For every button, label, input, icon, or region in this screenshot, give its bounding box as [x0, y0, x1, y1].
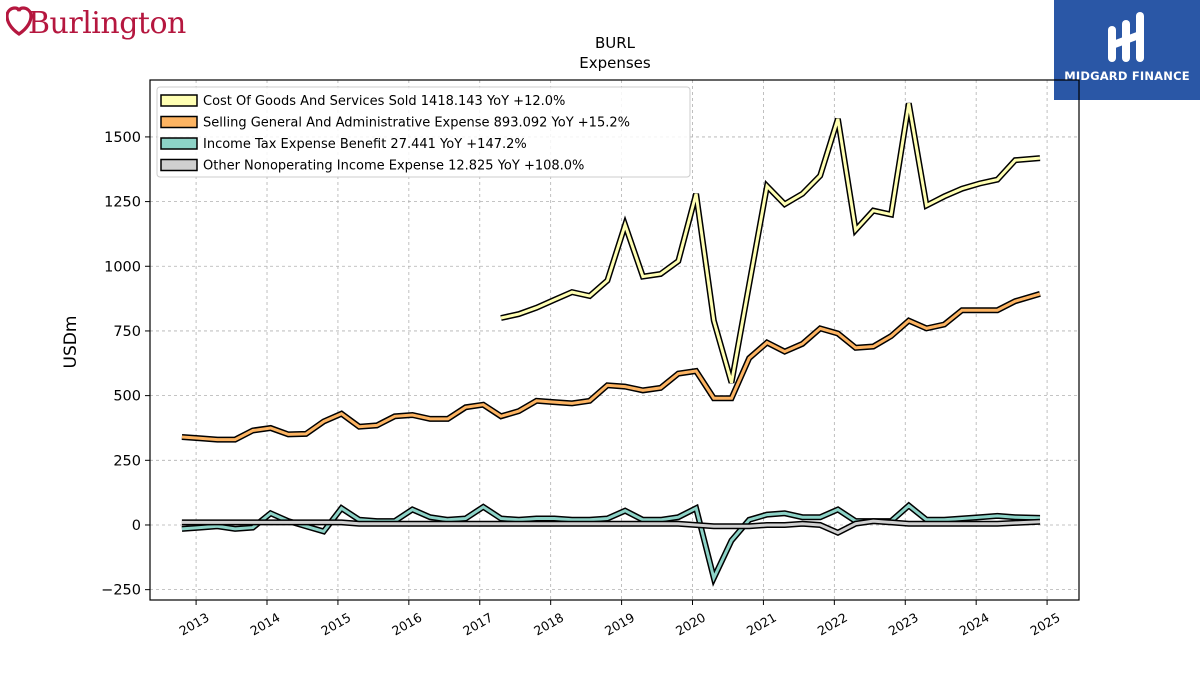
- series-line-selling-general-and-administrative-expense: [181, 292, 1041, 442]
- legend: Cost Of Goods And Services Sold 1418.143…: [156, 86, 691, 178]
- legend-label: Cost Of Goods And Services Sold 1418.143…: [203, 94, 565, 109]
- legend-swatch: [160, 115, 198, 129]
- burlington-logo: Burlington: [5, 4, 186, 48]
- y-tick-label: 750: [113, 324, 141, 340]
- x-tick-label: 2013: [177, 610, 212, 639]
- x-tick-label: 2022: [815, 610, 850, 639]
- y-tick-label: 500: [113, 389, 141, 405]
- y-tick-label: 1500: [104, 130, 141, 146]
- legend-swatch: [160, 137, 198, 150]
- legend-label: Income Tax Expense Benefit 27.441 YoY +1…: [203, 137, 527, 152]
- x-tick-label: 2019: [602, 610, 637, 639]
- x-axis: 2013 2014 2015 2016 2017 2018 2019 2020 2021 2022…: [177, 600, 1063, 639]
- burlington-wordmark: Burlington: [28, 6, 186, 41]
- y-axis: −250 0 250 500 750 1000 1250 1500: [101, 130, 150, 599]
- series-layer: [181, 102, 1041, 587]
- series-line-cost-of-goods-and-services-sold: [500, 103, 1041, 384]
- x-tick-label: 2017: [460, 610, 495, 639]
- midgard-mark-icon: [1108, 12, 1144, 62]
- x-tick-label: 2018: [531, 610, 566, 639]
- y-axis-label: USDm: [61, 316, 81, 369]
- y-tick-label: 250: [113, 453, 141, 469]
- midgard-wordmark: MIDGARD FINANCE: [1064, 69, 1190, 83]
- x-tick-label: 2024: [957, 610, 992, 639]
- legend-label: Other Nonoperating Income Expense 12.825…: [203, 159, 584, 174]
- x-tick-label: 2023: [886, 610, 921, 639]
- series-line-other-nonoperating-income-expense: [181, 519, 1041, 535]
- x-tick-label: 2020: [673, 610, 708, 639]
- midgard-finance-logo: MIDGARD FINANCE: [1054, 0, 1200, 100]
- y-tick-label: 1000: [104, 259, 141, 275]
- chart-subtitle: Expenses: [579, 54, 651, 72]
- chart-title: BURL: [595, 34, 636, 52]
- x-tick-label: 2015: [318, 610, 353, 639]
- x-tick-label: 2021: [744, 610, 779, 639]
- burlington-heart-mark: [5, 6, 33, 36]
- y-tick-label: 0: [132, 518, 141, 534]
- legend-swatch: [160, 158, 198, 172]
- series-line-income-tax-expense-benefit: [181, 503, 1041, 583]
- series-outline-selling-general-and-administrative-expense: [181, 291, 1041, 443]
- x-tick-label: 2014: [247, 610, 282, 639]
- x-tick-label: 2025: [1028, 610, 1063, 639]
- legend-label: Selling General And Administrative Expen…: [203, 116, 630, 131]
- y-tick-label: −250: [101, 583, 141, 599]
- x-tick-label: 2016: [389, 610, 424, 639]
- plot-frame: [149, 79, 1080, 601]
- y-tick-label: 1250: [104, 195, 141, 211]
- legend-swatch: [160, 94, 198, 107]
- legend-box: [156, 86, 691, 178]
